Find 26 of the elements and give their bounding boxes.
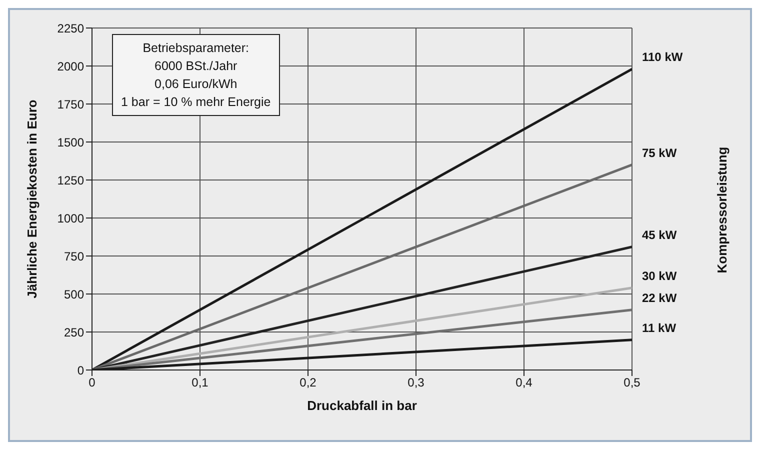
y-tick-label: 250 bbox=[64, 325, 84, 340]
y-tick-label: 1250 bbox=[57, 173, 84, 188]
x-tick-label: 0,2 bbox=[300, 376, 317, 390]
x-tick-label: 0,5 bbox=[624, 376, 641, 390]
y-tick-label: 1500 bbox=[57, 135, 84, 150]
x-tick-label: 0,3 bbox=[408, 376, 425, 390]
y-tick-label: 2000 bbox=[57, 59, 84, 74]
series-label: 110 kW bbox=[642, 50, 684, 64]
series-label: 45 kW bbox=[642, 228, 678, 242]
text: Kompressorleistung bbox=[714, 146, 730, 274]
x-axis-title: Druckabfall in bar bbox=[307, 398, 417, 413]
y-tick-label: 500 bbox=[64, 287, 84, 302]
series-label: 22 kW bbox=[642, 290, 678, 305]
x-tick-label: 0 bbox=[88, 376, 96, 390]
y-tick-label: 1750 bbox=[57, 97, 84, 112]
y-tick-label: 1000 bbox=[57, 211, 84, 226]
x-tick-label: 0,4 bbox=[516, 376, 533, 390]
y-tick-label: 0 bbox=[77, 363, 84, 378]
annotation: Betriebsparameter: 6000 BSt./Jahr 0,06 Euro/kWh 1 bar = 10 % mehr Energie bbox=[112, 34, 280, 116]
series-label: 75 kW bbox=[642, 146, 678, 160]
y-axis-title: Jährliche Energiekosten in Euro bbox=[24, 100, 40, 298]
series-label: 11 kW bbox=[642, 320, 677, 335]
y-tick-label: 750 bbox=[64, 249, 84, 264]
series-label: 30 kW bbox=[642, 268, 678, 283]
x-tick-label: 0,1 bbox=[192, 376, 209, 390]
y-tick-label: 2250 bbox=[57, 21, 84, 36]
